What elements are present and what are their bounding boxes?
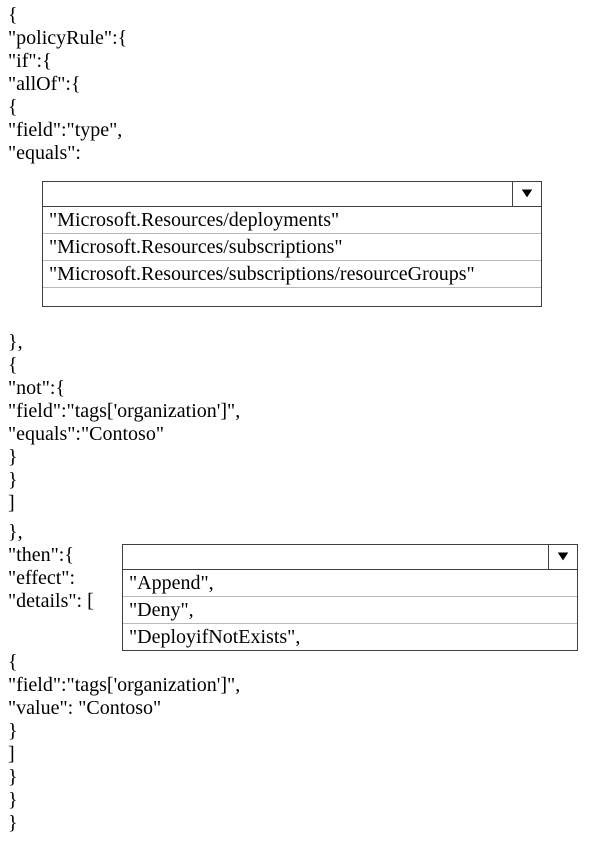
dropdown-option-empty[interactable] bbox=[43, 288, 541, 306]
code-line: "equals":"Contoso" bbox=[8, 423, 596, 446]
code-line: } bbox=[8, 766, 596, 789]
code-line: } bbox=[8, 469, 596, 492]
code-line: "value": "Contoso" bbox=[8, 697, 596, 720]
dropdown-option[interactable]: "Microsoft.Resources/subscriptions" bbox=[43, 234, 541, 261]
dropdown-selected[interactable] bbox=[43, 182, 512, 206]
resource-type-dropdown: "Microsoft.Resources/deployments" "Micro… bbox=[42, 181, 542, 307]
code-line: ] bbox=[8, 743, 596, 766]
triangle-down-icon bbox=[556, 546, 570, 569]
dropdown-list: "Append", "Deny", "DeployifNotExists", bbox=[122, 570, 578, 651]
code-line: "equals": bbox=[8, 142, 596, 165]
code-line: } bbox=[8, 720, 596, 743]
dropdown-toggle[interactable] bbox=[548, 545, 577, 569]
dropdown-selected[interactable] bbox=[123, 545, 548, 569]
dropdown-option[interactable]: "Deny", bbox=[123, 597, 577, 624]
code-line: { bbox=[8, 4, 596, 27]
code-line: "details": [ bbox=[8, 590, 118, 613]
code-line: "effect": bbox=[8, 567, 118, 590]
code-line: } bbox=[8, 446, 596, 469]
code-line: "if":{ bbox=[8, 50, 596, 73]
code-line: "field":"type", bbox=[8, 119, 596, 142]
code-line: } bbox=[8, 789, 596, 812]
effect-dropdown: "Append", "Deny", "DeployifNotExists", bbox=[122, 544, 578, 651]
dropdown-option[interactable]: "DeployifNotExists", bbox=[123, 624, 577, 650]
dropdown-header[interactable] bbox=[42, 181, 542, 207]
code-line: }, bbox=[8, 521, 596, 544]
dropdown-option[interactable]: "Microsoft.Resources/subscriptions/resou… bbox=[43, 261, 541, 288]
code-line: "policyRule":{ bbox=[8, 27, 596, 50]
dropdown-header[interactable] bbox=[122, 544, 578, 570]
code-line: "field":"tags['organization']", bbox=[8, 674, 596, 697]
dropdown-option[interactable]: "Append", bbox=[123, 570, 577, 597]
code-line: { bbox=[8, 96, 596, 119]
code-line: "field":"tags['organization']", bbox=[8, 400, 596, 423]
code-line: "not":{ bbox=[8, 377, 596, 400]
code-line: "allOf":{ bbox=[8, 73, 596, 96]
code-line: { bbox=[8, 651, 596, 674]
dropdown-option[interactable]: "Microsoft.Resources/deployments" bbox=[43, 207, 541, 234]
code-line: } bbox=[8, 812, 596, 835]
dropdown-list: "Microsoft.Resources/deployments" "Micro… bbox=[42, 207, 542, 307]
dropdown-toggle[interactable] bbox=[512, 182, 541, 206]
code-line: }, bbox=[8, 331, 596, 354]
triangle-down-icon bbox=[520, 183, 534, 206]
code-line: { bbox=[8, 354, 596, 377]
code-line: ] bbox=[8, 492, 596, 515]
code-line: "then":{ bbox=[8, 544, 118, 567]
